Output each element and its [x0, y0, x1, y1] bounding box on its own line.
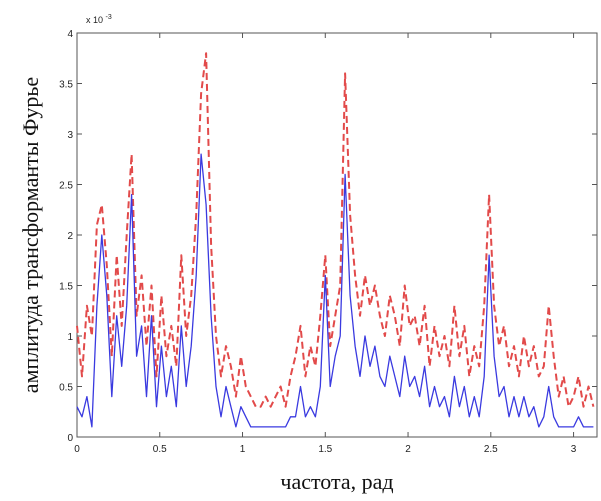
y-exponent-base: x 10 [86, 15, 103, 25]
y-tick-label: 1 [67, 332, 73, 343]
y-axis-title: амплитуда трансформанты Фурье [18, 77, 43, 393]
y-tick-label: 2.5 [59, 181, 73, 192]
x-tick-label: 1 [240, 444, 246, 455]
x-tick-label: 2 [405, 444, 411, 455]
y-exponent-power: -3 [106, 14, 112, 21]
y-tick-label: 1.5 [59, 282, 73, 293]
series-line-2 [76, 153, 594, 428]
y-axis-ticks: 0 0.5 1 1.5 2 2.5 3 3.5 4 [59, 29, 597, 444]
y-tick-label: 3 [67, 130, 73, 141]
x-axis-ticks: 0 0.5 1 1.5 2 2.5 3 [74, 33, 577, 455]
x-tick-label: 3 [571, 444, 577, 455]
x-axis-title: частота, рад [280, 469, 393, 494]
x-tick-label: 0.5 [153, 444, 167, 455]
y-tick-label: 0.5 [59, 383, 73, 394]
y-tick-label: 3.5 [59, 80, 73, 91]
y-tick-label: 4 [67, 29, 73, 40]
y-tick-label: 0 [67, 433, 73, 444]
y-tick-label: 2 [67, 231, 73, 242]
x-tick-label: 0 [74, 444, 80, 455]
series-layer [76, 52, 595, 428]
x-tick-label: 2.5 [484, 444, 498, 455]
series-line-1 [76, 52, 595, 408]
y-exponent-label: x 10 -3 [86, 14, 112, 25]
x-tick-label: 1.5 [318, 444, 332, 455]
